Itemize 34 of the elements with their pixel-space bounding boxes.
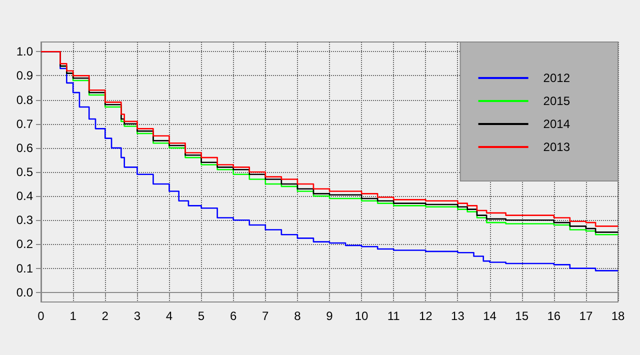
y-tick-label: 0.6 [16,140,34,155]
y-tick-label: 0.9 [16,68,34,83]
x-tick-label: 6 [230,309,237,323]
x-tick-label: 5 [198,309,205,323]
x-tick-label: 15 [515,309,529,323]
x-tick-label: 18 [611,309,625,323]
y-tick-label: 0.1 [16,261,34,276]
y-tick-label: 0.2 [16,237,34,252]
x-tick-label: 7 [262,309,270,323]
y-tick-label: 0.0 [16,285,34,300]
x-tick-label: 3 [134,309,141,323]
x-tick-label: 2 [102,309,109,323]
legend-label: 2013 [543,140,570,154]
y-tick-label: 0.3 [16,213,34,228]
x-tick-label: 10 [354,309,369,323]
x-tick-label: 12 [418,309,433,323]
x-tick-label: 11 [387,309,400,323]
legend-label: 2012 [543,71,570,85]
x-tick-label: 8 [294,309,302,323]
x-tick-label: 13 [451,309,465,323]
y-tick-label: 0.8 [16,92,34,107]
y-tick-label: 1.0 [16,44,34,59]
legend-label: 2015 [543,94,570,108]
legend-label: 2014 [543,117,570,131]
y-tick-label: 0.4 [16,189,34,204]
x-tick-label: 9 [326,309,334,323]
x-tick-label: 14 [483,309,497,323]
x-tick-label: 1 [70,309,77,323]
x-tick-label: 17 [579,309,593,323]
y-tick-label: 0.5 [16,165,34,179]
x-tick-label: 0 [38,309,45,323]
x-tick-label: 16 [547,309,561,323]
x-tick-label: 4 [166,309,173,323]
y-tick-label: 0.7 [16,116,34,131]
